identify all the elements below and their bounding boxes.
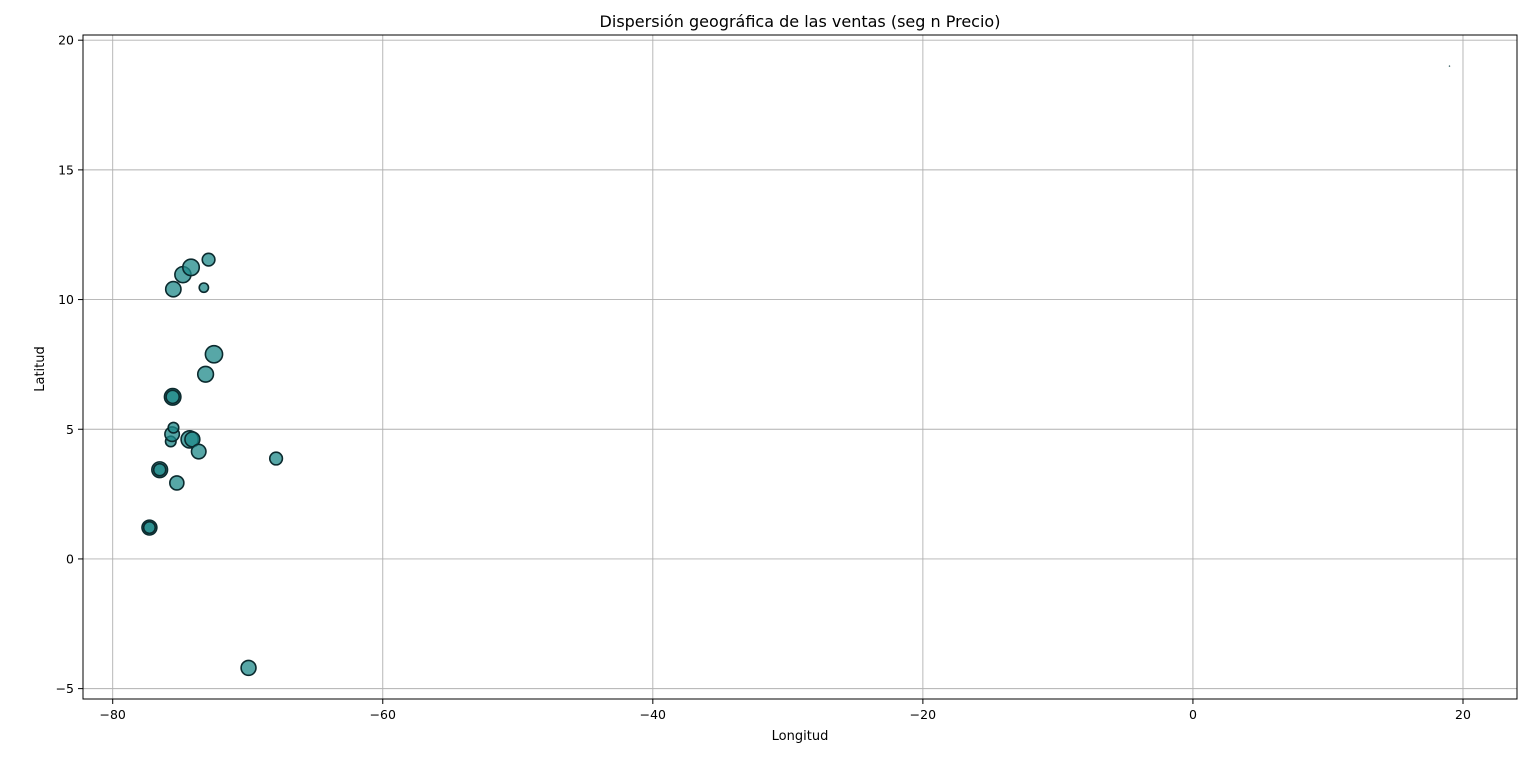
data-point [268,451,284,466]
y-tick-label: 10 [58,292,74,307]
x-tick-label: 0 [1189,707,1197,722]
data-point [198,282,210,294]
data-point [1448,65,1451,67]
data-point [181,258,201,277]
y-axis-label: Latitud [33,346,48,392]
grid-layer [83,35,1517,699]
data-point [196,365,215,383]
data-point [142,520,157,535]
data-point [167,421,180,434]
points-layer [141,65,1451,677]
data-point [190,443,207,460]
data-point [164,280,182,298]
chart-title: Dispersión geográfica de las ventas (seg… [600,12,1001,31]
data-point [240,659,257,677]
y-tick-label: 5 [66,422,74,437]
data-point [204,344,224,364]
data-point [165,389,181,405]
ticks-layer: −80 −60 −40 −20 0 20 −5 0 5 10 15 20 [56,33,1471,722]
data-point [152,462,167,477]
x-tick-label: −20 [910,707,936,722]
x-tick-label: −40 [640,707,666,722]
data-point [201,252,216,267]
data-point [169,475,185,491]
y-tick-label: 15 [58,162,74,177]
axes-frame [82,34,1518,700]
x-tick-label: −80 [100,707,126,722]
y-tick-label: −5 [56,681,74,696]
y-tick-label: 0 [66,551,74,566]
x-tick-label: 20 [1455,707,1471,722]
y-tick-label: 20 [58,33,74,48]
x-tick-label: −60 [370,707,396,722]
x-axis-label: Longitud [772,729,829,744]
